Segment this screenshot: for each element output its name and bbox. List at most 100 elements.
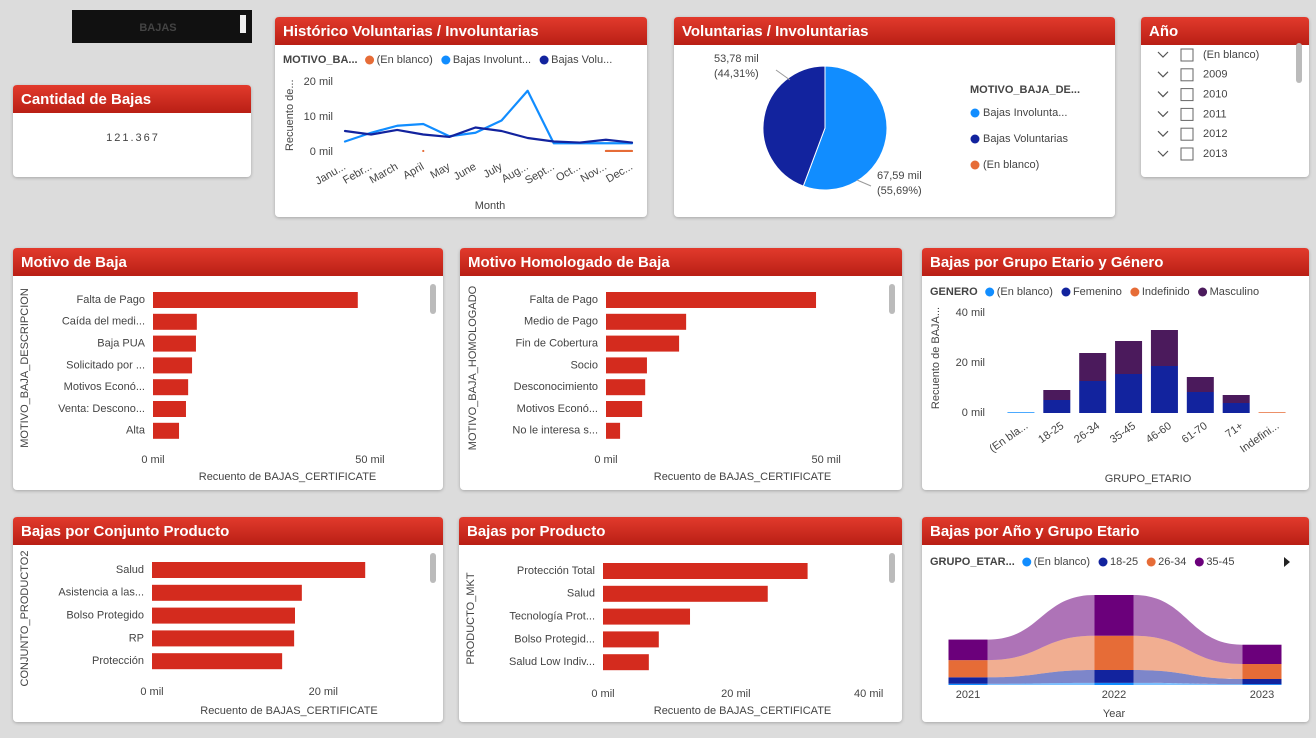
y-tick-label: Medio de Pago xyxy=(524,316,598,328)
bar xyxy=(606,401,643,417)
checkbox[interactable] xyxy=(1180,88,1194,102)
card-value: 121.367 xyxy=(106,132,160,144)
legend-marker xyxy=(985,287,995,297)
chevron[interactable] xyxy=(1157,71,1169,78)
legend-marker xyxy=(1098,557,1108,567)
checkbox[interactable] xyxy=(1180,68,1194,82)
bar xyxy=(606,422,621,439)
panel-title: Histórico Voluntarias / Involuntarias xyxy=(283,23,539,40)
ribbon xyxy=(987,670,1095,684)
chevron[interactable] xyxy=(1157,150,1169,157)
legend-label: 18-25 xyxy=(1110,556,1138,568)
slicer-item[interactable]: 2009 xyxy=(1203,69,1227,81)
ribbon xyxy=(987,682,1095,685)
chevron[interactable] xyxy=(1157,91,1169,98)
bar xyxy=(603,608,691,625)
y-tick-label: 20 mil xyxy=(956,357,985,369)
slicer-item[interactable]: 2013 xyxy=(1203,148,1227,160)
scrollbar[interactable] xyxy=(430,553,436,583)
ribbon-column xyxy=(948,683,988,685)
checkbox[interactable] xyxy=(1180,48,1194,62)
panel-header xyxy=(13,517,443,545)
panel xyxy=(460,248,902,490)
panel-title: Motivo de Baja xyxy=(21,254,128,271)
chevron[interactable] xyxy=(1157,110,1169,118)
y-tick-label: Motivos Econó... xyxy=(64,381,145,393)
legend-label: Bajas Involunt... xyxy=(453,54,531,66)
legend-next[interactable] xyxy=(1284,557,1290,567)
panel-title: Bajas por Grupo Etario y Género xyxy=(930,254,1163,271)
bar-segment xyxy=(1150,330,1178,366)
bar xyxy=(606,379,646,396)
y-tick-label: 0 mil xyxy=(962,407,985,419)
legend-marker xyxy=(365,55,375,65)
y-tick-label: Falta de Pago xyxy=(77,294,146,306)
axis-title: Recuento de BAJAS_CERTIFICATE xyxy=(654,471,832,483)
x-tick-label: 2023 xyxy=(1250,689,1274,701)
bar xyxy=(606,357,647,374)
legend-marker xyxy=(1022,557,1032,567)
panel-header xyxy=(674,17,1115,45)
y-tick-label: Venta: Descono... xyxy=(58,403,145,415)
scrollbar[interactable] xyxy=(889,284,895,314)
panel-title: Bajas por Conjunto Producto xyxy=(21,523,229,540)
bar xyxy=(152,562,366,578)
axis-title: Recuento de BAJAS_CERTIFICATE xyxy=(200,705,378,717)
panel-header xyxy=(922,517,1309,545)
data-label: 53,78 mil xyxy=(714,53,759,65)
slicer-item[interactable]: 2012 xyxy=(1203,128,1227,140)
bar xyxy=(153,422,180,439)
y-tick-label: Protección xyxy=(92,655,144,667)
legend-marker xyxy=(970,160,980,170)
legend-label: (En blanco) xyxy=(377,54,433,66)
axis-title: Recuento de BAJAS_CERTIFICATE xyxy=(199,471,377,483)
bar-segment xyxy=(1115,374,1143,413)
legend-label: (En blanco) xyxy=(997,286,1053,298)
axis-title: Recuento de BAJA... xyxy=(930,307,942,409)
legend-label: Bajas Volu... xyxy=(551,54,612,66)
panel-header xyxy=(460,248,902,276)
scrollbar[interactable] xyxy=(889,553,895,583)
panel-header xyxy=(13,85,251,113)
y-tick-label: 40 mil xyxy=(956,307,985,319)
ribbon xyxy=(1133,635,1243,679)
legend-marker xyxy=(441,55,451,65)
checkbox[interactable] xyxy=(1180,107,1194,121)
scrollbar[interactable] xyxy=(1296,43,1302,83)
bar-segment xyxy=(1222,403,1250,413)
legend-label: Femenino xyxy=(1073,286,1122,298)
ribbon xyxy=(1133,682,1243,685)
legend-marker xyxy=(1061,287,1071,297)
ribbon xyxy=(1133,670,1243,685)
legend-marker xyxy=(539,55,549,65)
chevron[interactable] xyxy=(1157,51,1169,58)
y-tick-label: 0 mil xyxy=(310,146,333,158)
scrollbar[interactable] xyxy=(430,284,436,314)
chevron[interactable] xyxy=(1157,130,1169,138)
checkbox[interactable] xyxy=(1180,127,1194,141)
panel-header xyxy=(922,248,1309,276)
ribbon-column xyxy=(1094,635,1134,670)
y-tick-label: Socio xyxy=(570,359,598,371)
panel-header xyxy=(13,248,443,276)
axis-title: PRODUCTO_MKT xyxy=(465,572,477,664)
bar-segment xyxy=(1079,381,1107,413)
slicer-item[interactable]: 2010 xyxy=(1203,89,1227,101)
slicer-item[interactable]: 2011 xyxy=(1203,108,1227,120)
ribbon-column xyxy=(948,660,988,678)
panel-title: Cantidad de Bajas xyxy=(21,91,151,108)
y-tick-label: Solicitado por ... xyxy=(66,359,145,371)
bar xyxy=(153,313,197,330)
ribbon-column xyxy=(1242,664,1282,679)
x-tick-label: 40 mil xyxy=(854,688,883,700)
legend-title: GENERO xyxy=(930,286,978,298)
x-tick-label: 20 mil xyxy=(721,688,750,700)
slicer-item[interactable]: (En blanco) xyxy=(1203,49,1259,61)
checkbox[interactable] xyxy=(1180,147,1194,161)
pie-slice xyxy=(762,65,826,187)
bar-segment xyxy=(1115,341,1143,374)
y-tick-label: Fin de Cobertura xyxy=(515,338,598,350)
x-tick-label: 0 mil xyxy=(591,688,614,700)
y-tick-label: Motivos Econó... xyxy=(517,403,598,415)
